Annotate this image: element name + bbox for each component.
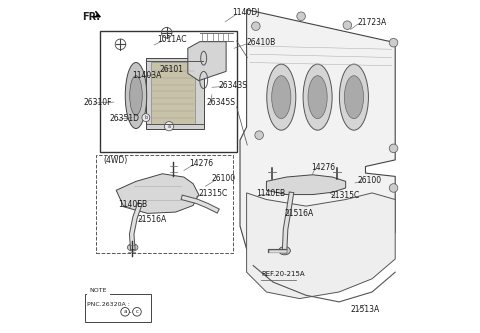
Circle shape	[297, 12, 305, 21]
Text: 21723A: 21723A	[357, 18, 386, 27]
Text: 14276: 14276	[311, 163, 335, 171]
Text: 14276: 14276	[189, 160, 213, 168]
Polygon shape	[188, 42, 226, 81]
Text: 26100: 26100	[212, 174, 236, 183]
Circle shape	[255, 131, 264, 140]
Text: PNC.26320A :: PNC.26320A :	[87, 302, 130, 307]
Circle shape	[343, 21, 352, 29]
Bar	[146, 58, 204, 129]
Text: c: c	[135, 309, 138, 314]
Text: 1140DJ: 1140DJ	[232, 8, 259, 17]
Text: 26351D: 26351D	[109, 114, 140, 123]
Text: -: -	[129, 309, 132, 315]
Ellipse shape	[279, 246, 290, 255]
Ellipse shape	[125, 63, 147, 129]
Text: a: a	[168, 124, 170, 129]
Text: 1011AC: 1011AC	[157, 35, 187, 44]
Circle shape	[164, 122, 174, 131]
Text: a: a	[123, 309, 127, 314]
Text: 21513A: 21513A	[350, 305, 380, 314]
Ellipse shape	[344, 76, 363, 119]
Circle shape	[142, 114, 150, 122]
Ellipse shape	[130, 76, 142, 115]
Polygon shape	[116, 174, 199, 213]
Bar	[151, 63, 195, 124]
Text: 1140EB: 1140EB	[118, 200, 147, 209]
Text: NOTE: NOTE	[90, 288, 107, 293]
Circle shape	[389, 38, 398, 47]
Ellipse shape	[339, 64, 369, 130]
Text: 21516A: 21516A	[285, 209, 314, 218]
Ellipse shape	[303, 64, 332, 130]
Polygon shape	[266, 175, 346, 194]
Text: 26343S: 26343S	[218, 81, 248, 90]
Text: 21516A: 21516A	[138, 215, 167, 224]
Ellipse shape	[272, 76, 291, 119]
Text: 1140EB: 1140EB	[256, 189, 285, 198]
Polygon shape	[240, 10, 395, 265]
Text: (4WD): (4WD)	[103, 156, 127, 165]
Text: 26310F: 26310F	[83, 98, 112, 107]
Text: FR.: FR.	[82, 12, 100, 22]
Text: 21315C: 21315C	[199, 189, 228, 198]
Circle shape	[252, 22, 260, 30]
Text: 26410B: 26410B	[247, 38, 276, 47]
Ellipse shape	[267, 64, 296, 130]
Circle shape	[389, 144, 398, 153]
Polygon shape	[247, 193, 395, 299]
Text: 11403A: 11403A	[132, 71, 162, 80]
Text: REF.20-215A: REF.20-215A	[262, 271, 305, 277]
Ellipse shape	[127, 244, 138, 251]
Text: 26101: 26101	[159, 65, 183, 74]
Text: 26345S: 26345S	[207, 98, 236, 107]
Text: 26100: 26100	[357, 176, 381, 185]
Ellipse shape	[308, 76, 327, 119]
Text: b: b	[144, 115, 147, 120]
Circle shape	[389, 184, 398, 192]
Text: 21315C: 21315C	[331, 191, 360, 200]
